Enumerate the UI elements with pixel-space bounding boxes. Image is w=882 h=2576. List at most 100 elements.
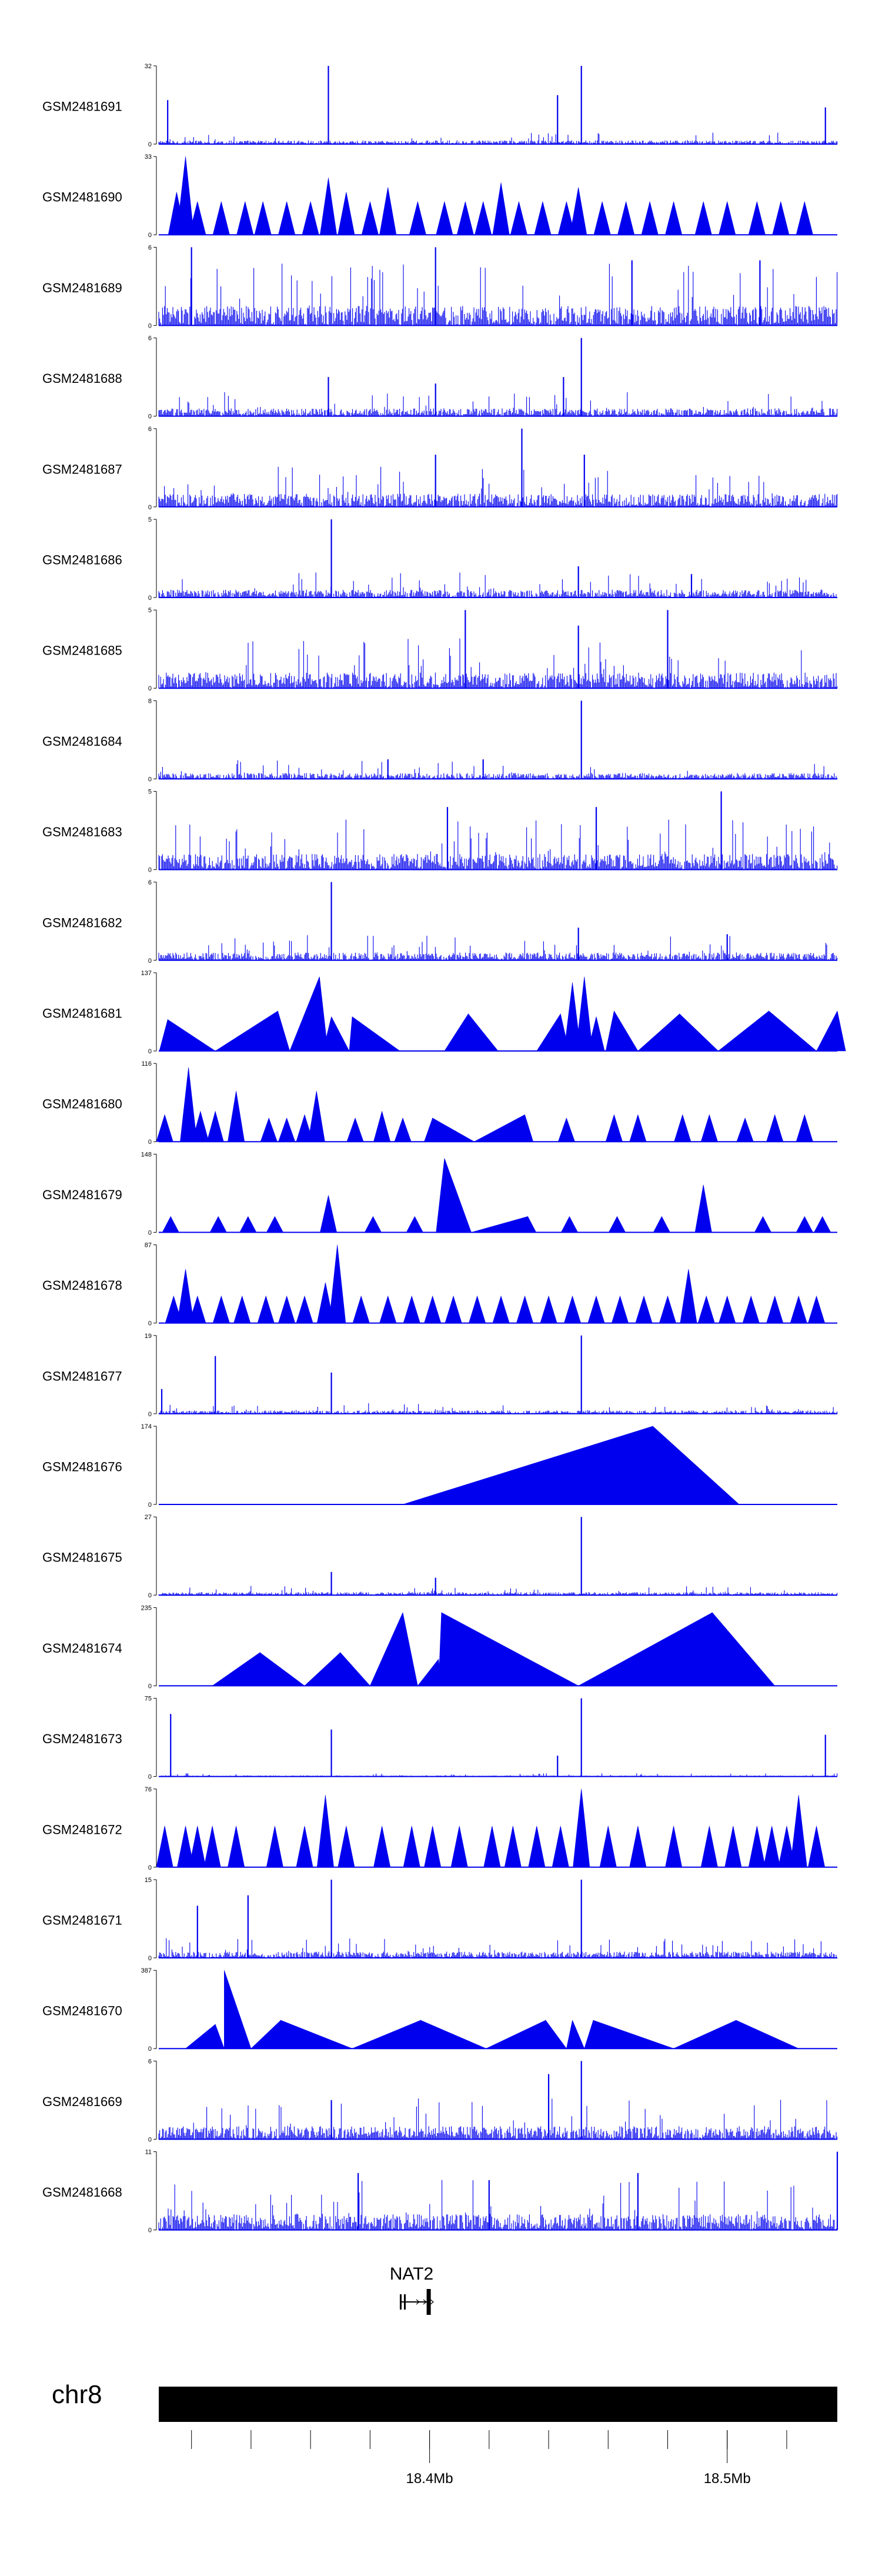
y-max-label: 32 [145,63,152,70]
track-GSM2481688: GSM2481688 6 0 [42,335,838,421]
track-GSM2481687: GSM2481687 6 0 [42,426,838,511]
y-min-label: 0 [148,595,152,602]
track-label: GSM2481686 [42,553,122,568]
track-label: GSM2481683 [42,825,122,839]
track-GSM2481676: GSM2481676 174 0 [42,1423,837,1509]
y-min-label: 0 [148,867,152,874]
y-max-label: 6 [148,426,152,433]
signal-bars [158,1403,838,1414]
y-max-label: 6 [148,2058,152,2065]
y-min-label: 0 [148,776,152,783]
track-label: GSM2481689 [42,281,122,295]
y-min-label: 0 [148,685,152,692]
gene-track: NAT2 [390,2264,434,2315]
track-label: GSM2481682 [42,915,122,930]
y-max-label: 5 [148,607,152,614]
track-label: GSM2481685 [42,643,122,658]
signal-bars [158,572,838,598]
signal-bars [158,819,838,870]
gene-exon [403,2294,406,2310]
signal-bars [158,1938,838,1958]
track-GSM2481684: GSM2481684 8 0 [42,698,838,783]
track-GSM2481678: GSM2481678 87 0 [42,1242,837,1327]
gene-exon [399,2294,402,2310]
y-min-label: 0 [148,1683,152,1690]
gene-exon-main [426,2289,431,2315]
y-min-label: 0 [148,1320,152,1327]
strand-arrow-icon [430,2299,434,2305]
y-min-label: 0 [148,1592,152,1599]
y-min-label: 0 [148,1501,152,1509]
track-GSM2481689: GSM2481689 6 0 [42,244,838,329]
y-max-label: 27 [145,1514,152,1521]
y-min-label: 0 [148,1411,152,1418]
signal-area [168,156,813,235]
y-max-label: 5 [148,789,152,796]
y-min-label: 0 [148,957,152,965]
track-GSM2481681: GSM2481681 137 0 [42,970,846,1055]
track-label: GSM2481684 [42,734,122,749]
y-min-label: 0 [148,2046,152,2053]
track-label: GSM2481675 [42,1550,122,1565]
y-max-label: 235 [141,1604,152,1611]
y-min-label: 0 [148,413,152,421]
track-label: GSM2481673 [42,1731,122,1746]
y-max-label: 11 [145,2149,152,2156]
genome-tick-label: 18.5Mb [704,2471,751,2487]
signal-area [212,1612,776,1686]
track-GSM2481682: GSM2481682 6 0 [42,879,838,965]
signal-bars [158,2098,838,2140]
track-GSM2481677: GSM2481677 19 0 [42,1333,838,1418]
track-label: GSM2481679 [42,1187,122,1202]
strand-arrow-icon [423,2299,427,2305]
y-max-label: 116 [141,1060,152,1067]
signal-bars [158,132,838,144]
signal-area [156,1788,826,1868]
gene-label: NAT2 [390,2264,433,2284]
y-min-label: 0 [148,504,152,511]
track-label: GSM2481670 [42,2004,122,2018]
y-min-label: 0 [148,2227,152,2234]
track-GSM2481673: GSM2481673 75 0 [42,1696,838,1781]
track-GSM2481672: GSM2481672 76 0 [42,1786,837,1871]
y-min-label: 0 [148,141,152,148]
y-max-label: 15 [145,1877,152,1884]
track-GSM2481683: GSM2481683 5 0 [42,789,838,874]
y-max-label: 75 [145,1696,152,1703]
y-max-label: 5 [148,516,152,523]
track-GSM2481669: GSM2481669 6 0 [42,2058,838,2143]
track-label: GSM2481687 [42,462,122,476]
track-GSM2481686: GSM2481686 5 0 [42,516,838,602]
y-max-label: 33 [145,154,152,161]
signal-area [185,1970,799,2049]
y-min-label: 0 [148,322,152,329]
signal-bars [158,263,838,326]
track-label: GSM2481678 [42,1278,122,1293]
strand-arrow-icon [416,2299,420,2305]
genome-axis: 18.4Mb 18.5Mb [191,2430,787,2487]
track-label: GSM2481680 [42,1097,122,1112]
track-GSM2481670: GSM2481670 387 0 [42,1967,837,2053]
track-label: GSM2481672 [42,1822,122,1837]
y-max-label: 19 [145,1333,152,1340]
genome-tick-label: 18.4Mb [406,2471,453,2487]
signal-area [156,1067,813,1142]
y-min-label: 0 [148,1774,152,1781]
track-label: GSM2481677 [42,1369,122,1383]
signal-tracks: GSM2481691320GSM2481690330GSM248168960GS… [42,63,846,2234]
signal-bars [158,466,838,507]
signal-area [165,1244,826,1323]
y-max-label: 8 [148,698,152,705]
track-GSM2481679: GSM2481679 148 0 [42,1151,837,1236]
y-max-label: 148 [141,1151,152,1158]
signal-area [402,1426,740,1505]
y-min-label: 0 [148,1864,152,1871]
ideogram-track: chr8 18.4Mb 18.5Mb [52,2380,837,2487]
y-min-label: 0 [148,232,152,239]
track-GSM2481690: GSM2481690 33 0 [42,154,837,239]
y-max-label: 87 [145,1242,152,1249]
track-label: GSM2481688 [42,371,122,386]
y-max-label: 6 [148,335,152,342]
track-GSM2481691: GSM2481691 32 0 [42,63,838,148]
